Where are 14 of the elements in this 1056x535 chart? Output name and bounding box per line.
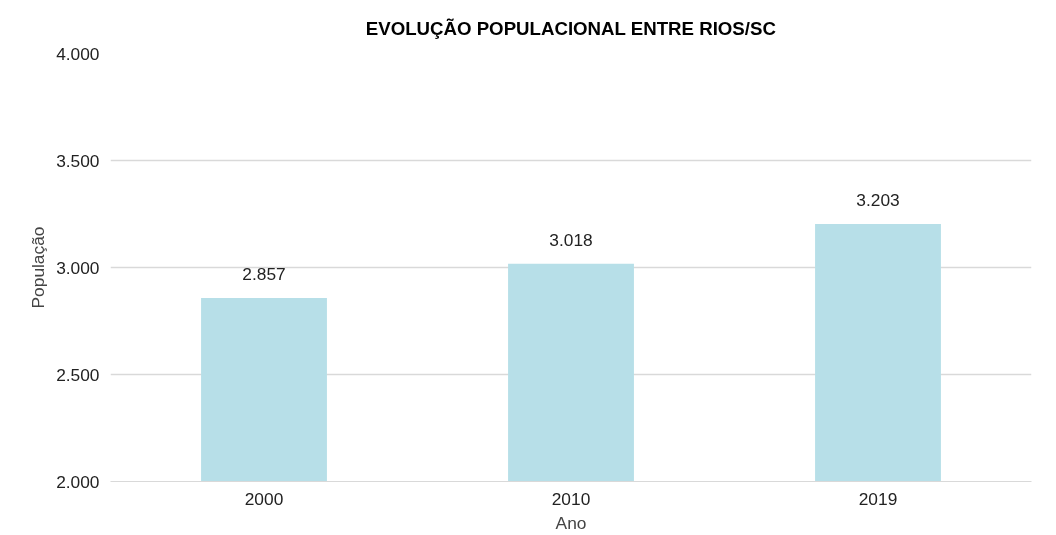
x-tick-label: 2010 — [551, 488, 591, 509]
y-tick-label: 4.000 — [56, 43, 100, 64]
x-axis-title: Ano — [555, 512, 587, 533]
y-tick-label: 3.500 — [56, 150, 100, 171]
y-tick-label: 2.500 — [56, 364, 100, 385]
x-tick-label: 2019 — [858, 488, 898, 509]
y-tick-label: 2.000 — [56, 471, 100, 492]
x-tick-label: 2000 — [244, 488, 284, 509]
y-tick-label: 3.000 — [56, 257, 100, 278]
data-label: 3.018 — [549, 229, 593, 250]
y-axis-title: População — [28, 226, 49, 309]
data-label: 3.203 — [856, 190, 900, 211]
chart-title: EVOLUÇÃO POPULACIONAL ENTRE RIOS/SC — [365, 17, 776, 39]
data-label: 2.857 — [242, 264, 286, 285]
